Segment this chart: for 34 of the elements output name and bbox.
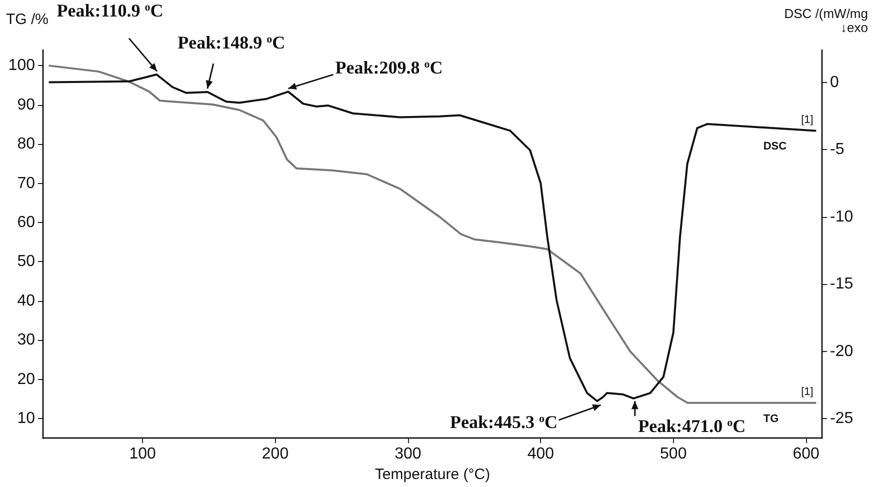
y2-tick-label: -5 — [830, 141, 844, 158]
annotation: [1] — [801, 386, 814, 398]
x-tick-label: 400 — [527, 446, 554, 463]
annotation: Peak:471.0 $^{o}$C — [638, 416, 746, 436]
y2-axis-title: DSC /(mW/mg ↓exo — [784, 6, 868, 35]
series-label: DSC — [763, 140, 787, 153]
annotation: Peak:445.3 $^{o}$C — [450, 412, 558, 432]
y2-tick-label: -15 — [830, 276, 854, 293]
y-tick-label: 30 — [17, 332, 36, 349]
annotation: Peak:209.8 $^{o}$C — [335, 58, 443, 78]
y2-tick-label: -10 — [830, 208, 854, 226]
x-tick-label: 200 — [262, 446, 289, 463]
annotation: Peak:148.9 $^{o}$C — [178, 32, 286, 53]
y-tick-label: 90 — [17, 96, 36, 114]
x-axis-title: Temperature (°C) — [374, 466, 490, 483]
series-label: TG — [763, 412, 779, 425]
x-tick-label: 600 — [792, 446, 820, 463]
x-tick-label: 300 — [394, 446, 422, 463]
y-tick-label: 50 — [17, 253, 36, 270]
y-tick-label: 40 — [17, 292, 36, 310]
y-tick-label: 60 — [17, 214, 36, 231]
y-tick-label: 20 — [17, 370, 36, 388]
annotation: [1] — [801, 114, 814, 126]
y-tick-label: 10 — [17, 410, 36, 427]
x-tick-label: 500 — [660, 446, 687, 463]
y-tick-label: 100 — [8, 57, 36, 74]
x-tick-label: 100 — [129, 446, 156, 463]
y2-tick-label: -20 — [830, 342, 854, 360]
y2-tick-label: -25 — [830, 410, 854, 428]
y2-tick-label: 0 — [830, 74, 839, 91]
y-tick-label: 80 — [17, 136, 36, 153]
y-axis-title: TG /% — [6, 11, 49, 28]
y-tick-label: 70 — [17, 174, 36, 192]
annotation: Peak:110.9 $^{o}$C — [56, 0, 164, 20]
